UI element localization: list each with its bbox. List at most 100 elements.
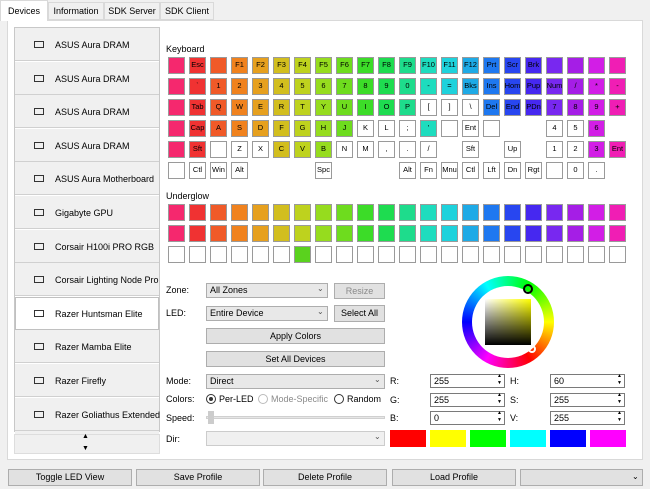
led-cell[interactable] — [294, 141, 311, 158]
led-cell[interactable] — [441, 78, 458, 95]
spin-box[interactable]: 255 — [550, 392, 625, 407]
led-cell[interactable] — [189, 141, 206, 158]
led-cell[interactable] — [357, 57, 374, 74]
led-cell[interactable] — [189, 225, 206, 242]
led-cell[interactable] — [399, 57, 416, 74]
led-cell[interactable] — [189, 204, 206, 221]
led-cell[interactable] — [420, 78, 437, 95]
led-cell[interactable] — [462, 162, 479, 179]
led-cell[interactable] — [525, 225, 542, 242]
led-cell[interactable] — [567, 141, 584, 158]
apply-colors-button[interactable]: Apply Colors — [206, 328, 385, 344]
led-cell[interactable] — [483, 57, 500, 74]
led-cell[interactable] — [420, 141, 437, 158]
led-cell[interactable] — [462, 246, 479, 263]
led-cell[interactable] — [588, 246, 605, 263]
led-cell[interactable] — [315, 246, 332, 263]
led-cell[interactable] — [273, 78, 290, 95]
device-name[interactable]: Corsair Lighting Node Pro — [55, 275, 159, 286]
led-cell[interactable] — [567, 204, 584, 221]
led-cell[interactable] — [483, 99, 500, 116]
led-cell[interactable] — [336, 225, 353, 242]
led-cell[interactable] — [357, 141, 374, 158]
led-cell[interactable] — [168, 162, 185, 179]
led-cell[interactable] — [546, 57, 563, 74]
led-cell[interactable] — [483, 162, 500, 179]
tab[interactable]: SDK Server — [104, 2, 160, 20]
device-item[interactable] — [15, 296, 159, 330]
led-cell[interactable] — [315, 57, 332, 74]
device-item[interactable] — [15, 28, 159, 61]
mode-select[interactable]: Direct — [206, 374, 385, 389]
led-cell[interactable] — [294, 204, 311, 221]
led-cell[interactable] — [378, 225, 395, 242]
led-cell[interactable] — [252, 78, 269, 95]
led-cell[interactable] — [609, 204, 626, 221]
led-cell[interactable] — [231, 162, 248, 179]
led-cell[interactable] — [168, 57, 185, 74]
led-cell[interactable] — [399, 204, 416, 221]
led-cell[interactable] — [588, 141, 605, 158]
device-name[interactable]: Razer Goliathus Extended — [55, 409, 161, 420]
led-cell[interactable] — [273, 141, 290, 158]
led-cell[interactable] — [609, 57, 626, 74]
led-cell[interactable] — [567, 162, 584, 179]
led-cell[interactable] — [210, 57, 227, 74]
led-cell[interactable] — [168, 120, 185, 137]
led-cell[interactable] — [168, 99, 185, 116]
device-name[interactable]: Gigabyte GPU — [55, 208, 114, 218]
device-item[interactable] — [15, 397, 159, 431]
led-cell[interactable] — [336, 141, 353, 158]
led-cell[interactable] — [378, 99, 395, 116]
led-cell[interactable] — [252, 99, 269, 116]
led-cell[interactable] — [420, 162, 437, 179]
device-name[interactable]: ASUS Aura DRAM — [55, 73, 130, 84]
led-cell[interactable] — [525, 204, 542, 221]
led-cell[interactable] — [399, 225, 416, 242]
led-cell[interactable] — [231, 78, 248, 95]
led-cell[interactable] — [378, 141, 395, 158]
led-cell[interactable] — [399, 162, 416, 179]
profile-dropdown[interactable] — [520, 469, 643, 486]
led-cell[interactable] — [168, 141, 185, 158]
led-cell[interactable] — [546, 120, 563, 137]
device-item[interactable] — [15, 128, 159, 162]
led-cell[interactable] — [483, 204, 500, 221]
led-cell[interactable] — [588, 57, 605, 74]
led-cell[interactable] — [231, 204, 248, 221]
led-cell[interactable] — [462, 120, 479, 137]
led-cell[interactable] — [399, 99, 416, 116]
led-cell[interactable] — [420, 225, 437, 242]
led-cell[interactable] — [315, 141, 332, 158]
led-cell[interactable] — [378, 246, 395, 263]
radio-label[interactable]: Random — [347, 394, 382, 404]
device-item[interactable] — [15, 95, 159, 129]
led-cell[interactable] — [294, 57, 311, 74]
led-cell[interactable] — [210, 162, 227, 179]
led-cell[interactable] — [252, 141, 269, 158]
led-cell[interactable] — [189, 57, 206, 74]
led-cell[interactable] — [504, 141, 521, 158]
device-name[interactable]: Razer Huntsman Elite — [55, 308, 143, 319]
led-cell[interactable] — [357, 120, 374, 137]
led-cell[interactable] — [462, 78, 479, 95]
led-cell[interactable] — [357, 225, 374, 242]
led-cell[interactable] — [210, 141, 227, 158]
footer-button[interactable]: Delete Profile — [263, 469, 387, 486]
led-cell[interactable] — [399, 246, 416, 263]
led-cell[interactable] — [420, 204, 437, 221]
led-cell[interactable] — [273, 99, 290, 116]
device-name[interactable]: ASUS Aura Motherboard — [55, 174, 155, 185]
led-cell[interactable] — [231, 120, 248, 137]
led-cell[interactable] — [273, 204, 290, 221]
led-cell[interactable] — [336, 246, 353, 263]
device-name[interactable]: Razer Firefly — [55, 376, 107, 386]
led-cell[interactable] — [231, 99, 248, 116]
footer-button[interactable]: Toggle LED View — [8, 469, 132, 486]
device-item[interactable] — [15, 263, 159, 297]
color-swatch[interactable] — [430, 430, 466, 447]
led-cell[interactable] — [420, 57, 437, 74]
device-item[interactable] — [15, 229, 159, 263]
led-cell[interactable] — [252, 120, 269, 137]
led-cell[interactable] — [504, 204, 521, 221]
